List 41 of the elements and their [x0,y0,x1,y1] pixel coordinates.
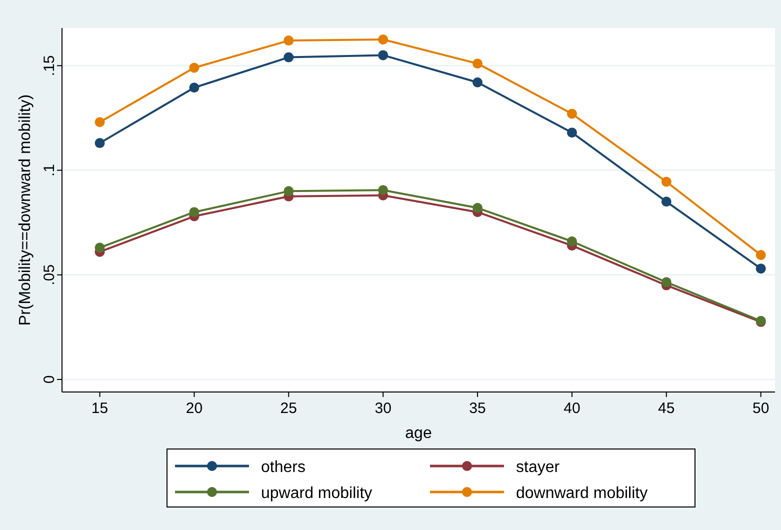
point [284,36,294,46]
point [284,186,294,196]
legend-label: others [261,459,306,476]
x-tick-label: 20 [186,400,203,417]
point [378,34,388,45]
point [472,58,483,69]
point [566,108,577,119]
point [284,52,294,62]
x-axis-title: age [405,425,432,442]
point [661,277,672,288]
x-tick-label: 25 [280,400,297,417]
point [189,82,200,93]
point [756,264,766,274]
legend-label: upward mobility [261,485,372,502]
legend-label: downward mobility [516,485,648,502]
point [472,77,483,88]
point [189,207,200,218]
point [189,62,200,73]
point [661,196,672,207]
point [378,185,388,196]
y-tick-label: .15 [41,55,58,76]
x-tick-label: 45 [658,400,675,417]
x-tick-label: 30 [374,400,392,417]
y-tick-label: .1 [41,164,58,177]
point [566,128,577,138]
point [566,236,577,246]
x-tick-label: 35 [469,400,486,417]
x-tick-label: 15 [91,400,108,417]
point [378,50,388,60]
legend-label: stayer [516,459,560,476]
point [94,138,105,148]
y-tick-label: 0 [41,375,58,384]
x-tick-label: 50 [752,400,770,417]
point [756,250,766,260]
x-tick-label: 40 [564,400,580,417]
y-tick-label: .05 [41,264,58,286]
y-axis-title: Pr(Mobility==downward mobility) [17,94,34,326]
point [94,117,105,128]
point [661,176,672,187]
point [472,202,483,213]
point [94,242,105,253]
